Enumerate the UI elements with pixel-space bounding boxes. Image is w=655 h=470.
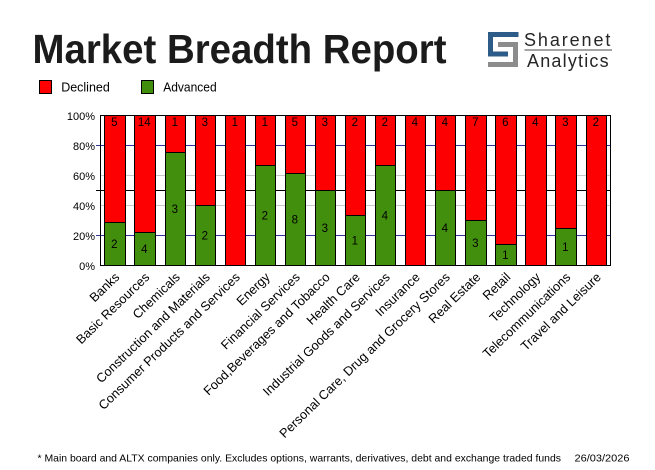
svg-text:14: 14 (138, 117, 151, 129)
svg-text:80%: 80% (73, 141, 95, 153)
svg-text:6: 6 (502, 117, 508, 129)
svg-text:Analytics: Analytics (527, 51, 610, 71)
svg-text:2: 2 (262, 211, 268, 223)
svg-text:60%: 60% (73, 171, 95, 183)
svg-text:4: 4 (382, 211, 389, 223)
svg-text:4: 4 (532, 117, 539, 129)
svg-text:2: 2 (111, 239, 117, 251)
svg-text:3: 3 (202, 117, 208, 129)
svg-text:40%: 40% (73, 201, 95, 213)
svg-text:* Main board and ALTX companie: * Main board and ALTX companies only. Ex… (38, 453, 562, 465)
svg-text:1: 1 (262, 117, 268, 129)
svg-text:1: 1 (352, 236, 358, 248)
svg-text:3: 3 (322, 223, 328, 235)
svg-text:8: 8 (292, 215, 298, 227)
svg-text:Declined: Declined (61, 81, 110, 95)
svg-text:2: 2 (382, 117, 388, 129)
svg-text:5: 5 (111, 117, 117, 129)
svg-text:20%: 20% (73, 231, 95, 243)
svg-text:Market Breadth Report: Market Breadth Report (33, 26, 447, 72)
svg-text:3: 3 (172, 204, 178, 216)
svg-text:Advanced: Advanced (163, 81, 217, 95)
svg-text:4: 4 (442, 117, 449, 129)
svg-text:1: 1 (232, 117, 238, 129)
svg-text:1: 1 (502, 250, 508, 262)
svg-text:2: 2 (593, 117, 599, 129)
svg-text:4: 4 (141, 244, 148, 256)
svg-text:7: 7 (472, 117, 478, 129)
svg-text:2: 2 (352, 117, 358, 129)
svg-text:1: 1 (562, 242, 568, 254)
svg-text:Sharenet: Sharenet (524, 30, 612, 50)
svg-text:3: 3 (562, 117, 568, 129)
svg-text:3: 3 (472, 238, 478, 250)
svg-text:26/03/2026: 26/03/2026 (575, 453, 630, 465)
svg-text:5: 5 (292, 117, 298, 129)
svg-text:4: 4 (412, 117, 419, 129)
svg-text:0%: 0% (79, 261, 95, 273)
svg-text:100%: 100% (67, 111, 95, 123)
svg-text:1: 1 (172, 117, 178, 129)
svg-text:4: 4 (442, 223, 449, 235)
svg-text:3: 3 (322, 117, 328, 129)
svg-text:2: 2 (202, 231, 208, 243)
